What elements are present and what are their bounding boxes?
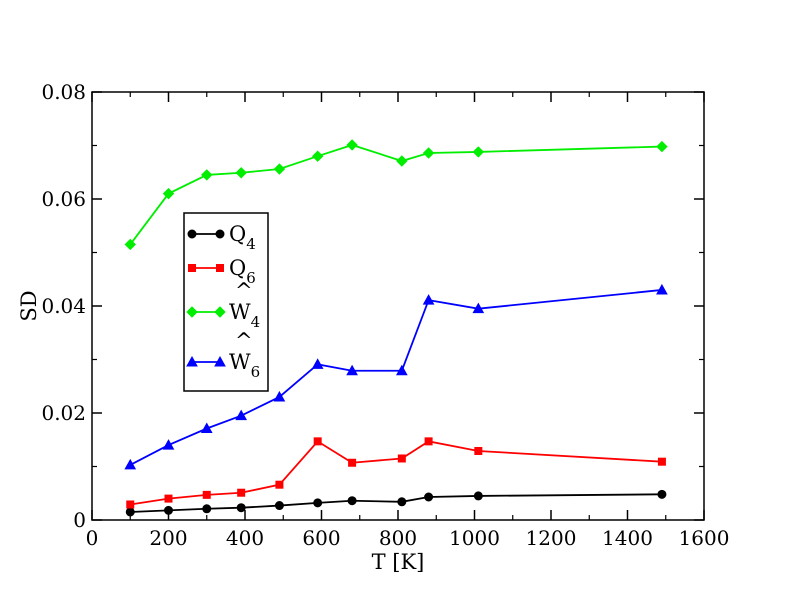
- legend-marker: [214, 306, 226, 318]
- x-tick-label: 800: [379, 526, 417, 550]
- data-point: [200, 422, 213, 434]
- data-point: [347, 496, 357, 506]
- y-tick-label: 0.06: [41, 187, 86, 211]
- series-1: [125, 489, 667, 517]
- x-tick-label: 0: [86, 526, 99, 550]
- legend-marker: [187, 229, 197, 239]
- tick-labels: 0 200 400 600 800 1000 1200 1400 1600 0 0.02 0.04 0.…: [41, 80, 729, 550]
- legend-subscript: 6: [246, 269, 256, 287]
- data-point: [164, 505, 173, 515]
- data-point: [313, 437, 322, 446]
- data-point: [346, 364, 358, 376]
- legend-subscript: 4: [246, 235, 256, 253]
- legend-marker: [186, 306, 198, 318]
- series-2: [126, 437, 666, 509]
- x-tick-label: 400: [226, 526, 264, 550]
- data-point: [273, 390, 286, 402]
- y-tick-label: 0: [73, 508, 86, 532]
- legend-hat: ^: [235, 329, 253, 353]
- x-tick-label: 1000: [449, 526, 500, 550]
- data-point: [472, 302, 485, 314]
- data-point: [313, 498, 323, 508]
- data-point: [656, 283, 668, 295]
- data-point: [656, 140, 668, 153]
- data-point: [657, 489, 667, 499]
- series-3: [124, 139, 668, 251]
- data-point: [236, 503, 246, 513]
- data-point: [422, 294, 435, 305]
- axis-ticks: [91, 91, 705, 521]
- x-axis-label: T [K]: [372, 550, 425, 574]
- data-point: [424, 492, 434, 502]
- data-point: [202, 490, 211, 499]
- x-tick-label: 1400: [602, 526, 653, 550]
- data-point: [348, 458, 357, 467]
- data-point: [126, 500, 135, 509]
- data-point: [274, 501, 284, 511]
- data-point: [395, 364, 408, 376]
- legend-subscript: 6: [251, 363, 261, 381]
- x-tick-label: 200: [149, 526, 187, 550]
- y-axis-label: SD: [17, 290, 41, 321]
- data-point: [162, 187, 175, 200]
- legend-marker: [188, 264, 196, 272]
- x-tick-label: 600: [302, 526, 340, 550]
- data-point: [162, 439, 175, 450]
- x-tick-label: 1200: [526, 526, 577, 550]
- data-point: [657, 457, 666, 466]
- data-point: [235, 409, 248, 421]
- data-point: [397, 454, 406, 463]
- data-point: [275, 480, 284, 489]
- legend-marker: [215, 229, 225, 239]
- data-point: [237, 488, 246, 497]
- x-tick-label: 1600: [679, 526, 730, 550]
- legend-marker: [214, 355, 226, 367]
- data-point: [124, 458, 137, 470]
- data-point: [396, 155, 408, 167]
- y-tick-label: 0.08: [41, 80, 86, 104]
- data-point: [397, 497, 407, 507]
- data-point: [474, 446, 483, 455]
- y-tick-label: 0.04: [41, 294, 86, 318]
- data-point: [422, 147, 435, 159]
- data-point: [202, 504, 212, 514]
- data-point: [164, 494, 173, 503]
- data-point: [235, 167, 247, 179]
- data-point: [346, 139, 358, 151]
- legend-hat: ^: [235, 279, 253, 303]
- data-point: [201, 169, 213, 181]
- data-point: [473, 491, 483, 501]
- legend-marker: [216, 264, 224, 272]
- data-point: [124, 238, 136, 251]
- y-tick-label: 0.02: [41, 401, 86, 425]
- data-point: [125, 507, 135, 517]
- data-point: [311, 150, 324, 162]
- series-4: [124, 283, 668, 470]
- legend-marker: [186, 355, 198, 367]
- data-point: [424, 437, 433, 446]
- data-point: [472, 146, 485, 158]
- data-point: [273, 163, 286, 175]
- series-layer: [124, 139, 668, 517]
- data-point: [311, 358, 324, 369]
- legend-subscript: 4: [251, 313, 261, 331]
